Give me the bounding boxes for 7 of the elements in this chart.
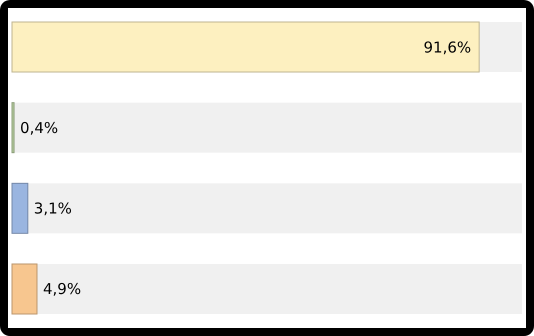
data-label: 0,4% <box>20 118 58 137</box>
bar <box>12 263 38 314</box>
data-label: 4,9% <box>42 280 82 298</box>
bar <box>12 182 28 234</box>
data-label: 91,6% <box>424 38 472 56</box>
data-label: 3,1% <box>34 200 72 218</box>
bar <box>12 102 15 154</box>
